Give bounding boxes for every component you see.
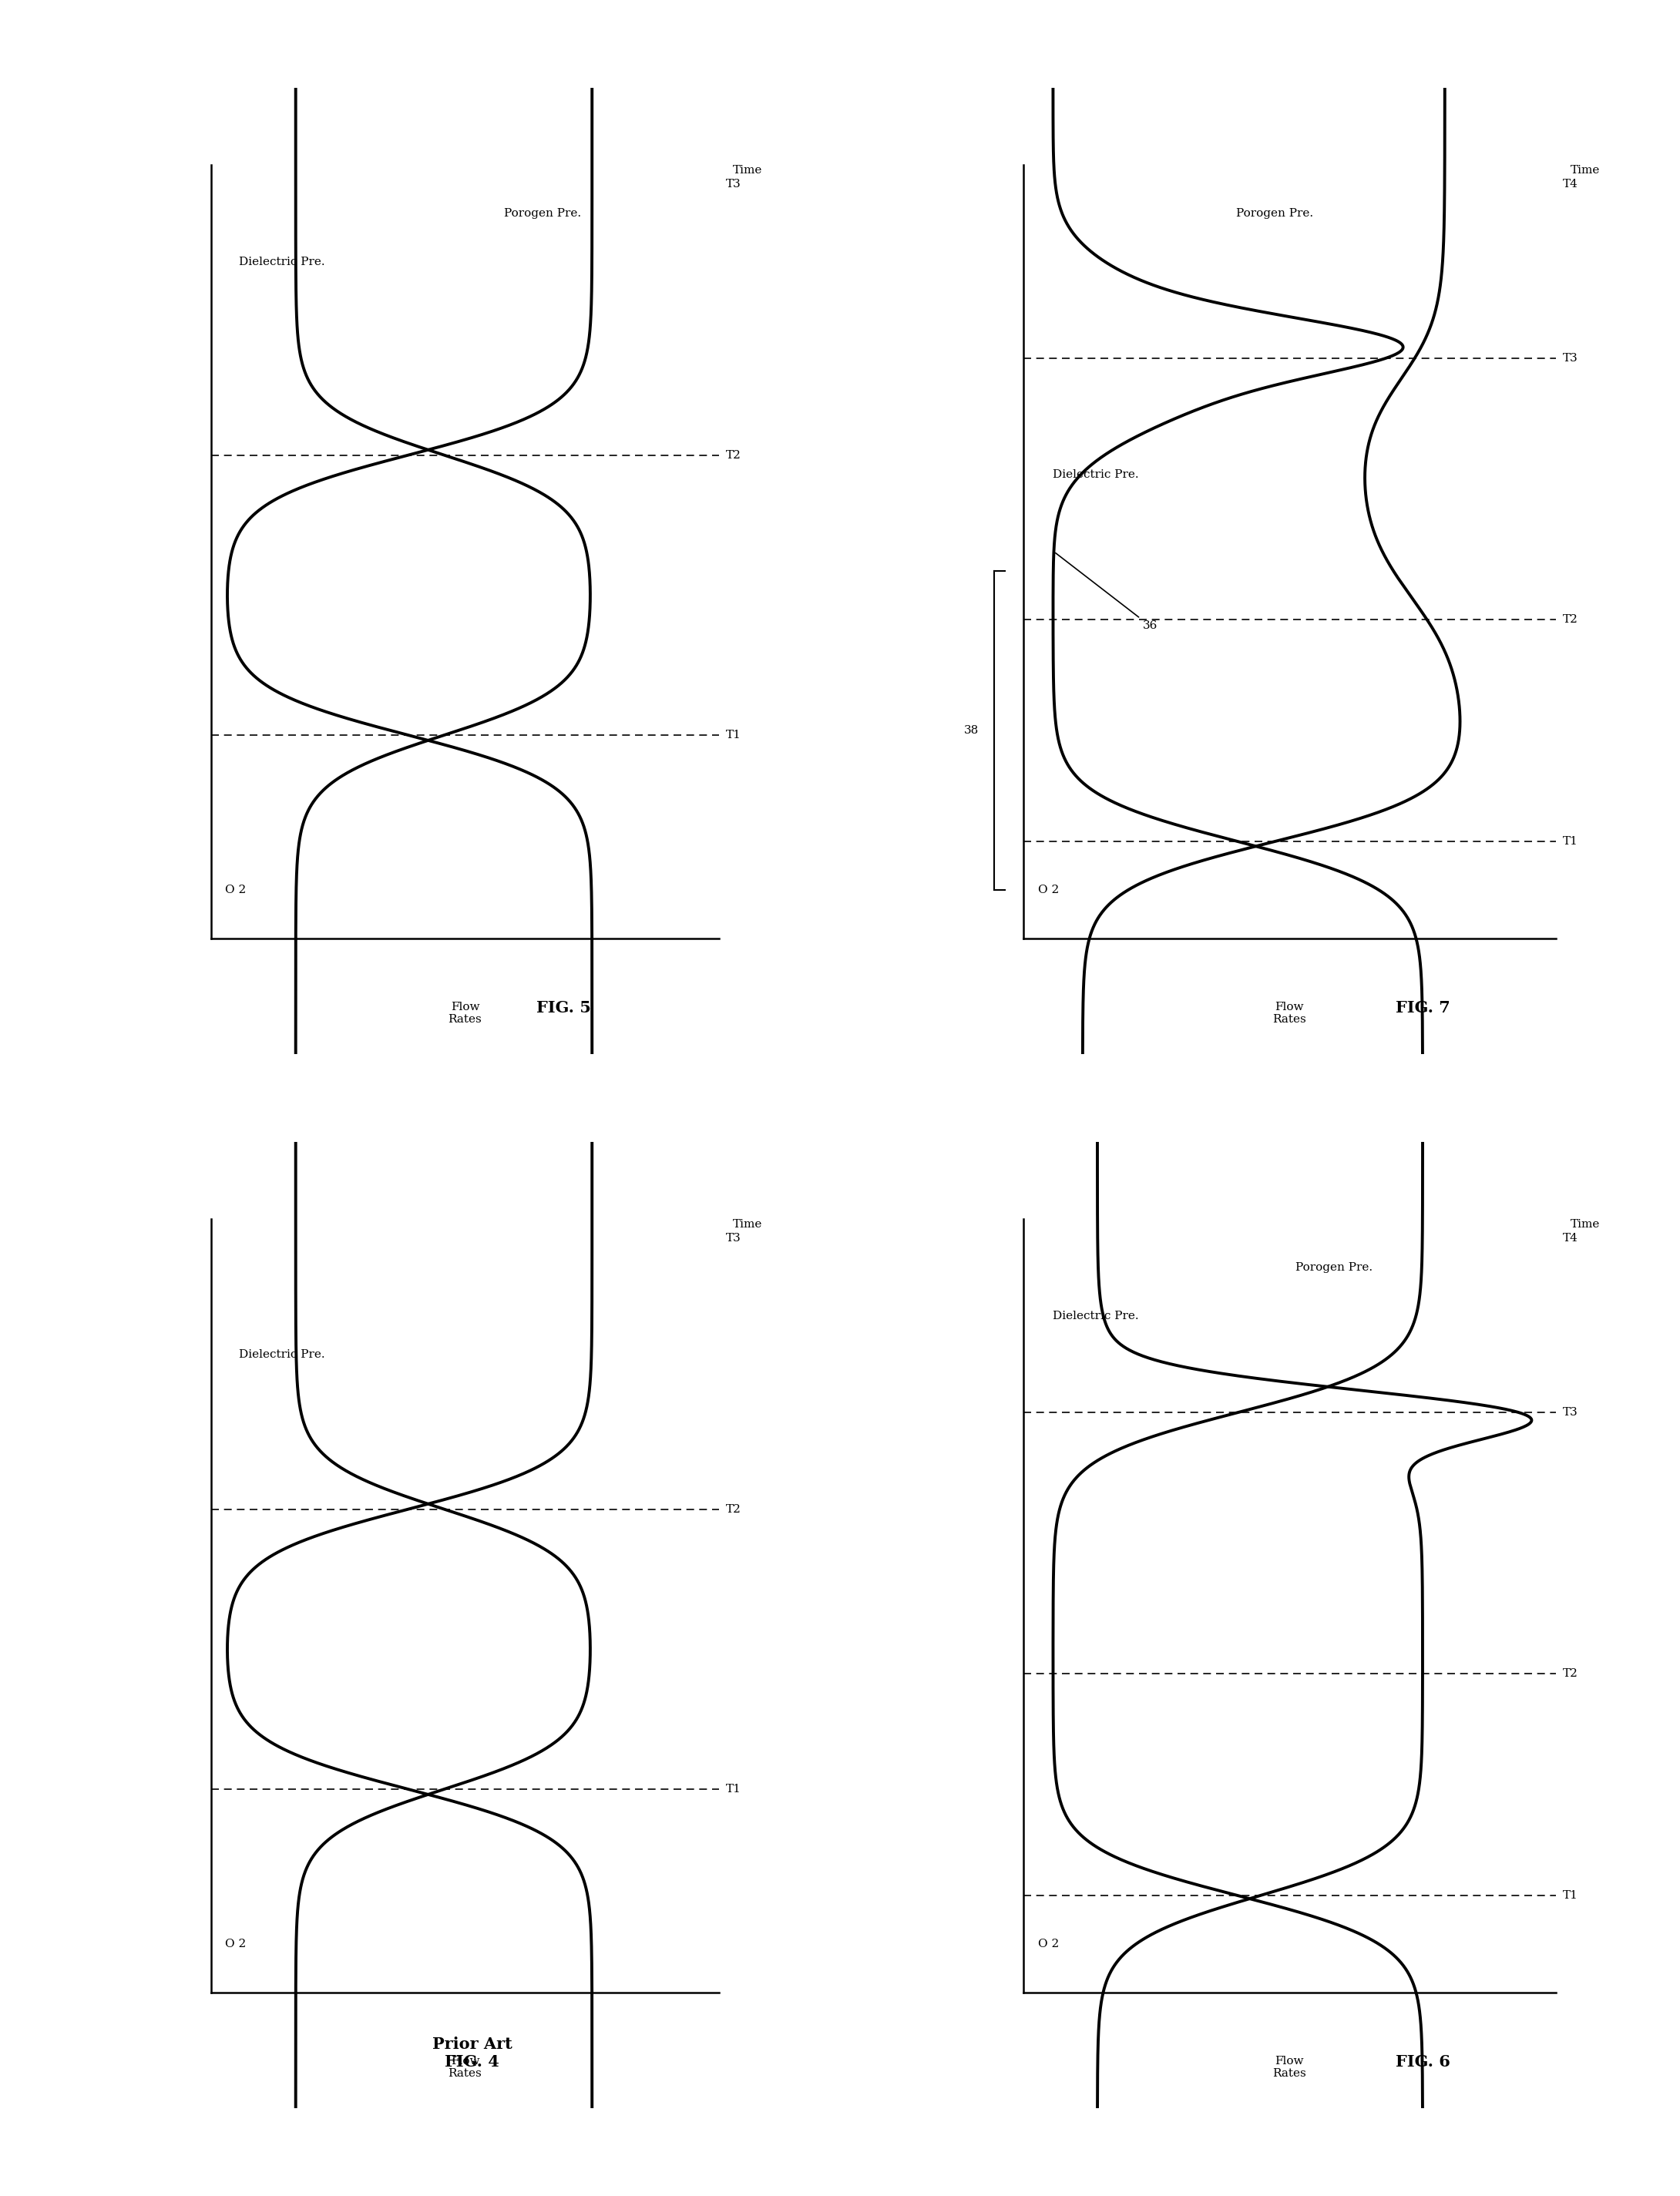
Text: T1: T1: [726, 1783, 741, 1794]
Text: 38: 38: [964, 725, 979, 736]
Text: T4: T4: [1562, 1234, 1579, 1243]
Text: Prior Art
FIG. 4: Prior Art FIG. 4: [432, 2036, 512, 2069]
Text: Dielectric Pre.: Dielectric Pre.: [239, 257, 326, 268]
Text: Time: Time: [1571, 1219, 1599, 1230]
Text: T3: T3: [1562, 1408, 1578, 1419]
Text: T1: T1: [726, 729, 741, 740]
Text: Flow
Rates: Flow Rates: [1273, 2055, 1307, 2080]
Text: Time: Time: [1571, 165, 1599, 176]
Text: O 2: O 2: [1038, 885, 1060, 896]
Text: Porogen Pre.: Porogen Pre.: [1295, 1263, 1373, 1274]
Text: Porogen Pre.: Porogen Pre.: [504, 209, 581, 220]
Text: T2: T2: [1562, 615, 1579, 624]
Text: Porogen Pre.: Porogen Pre.: [1236, 209, 1314, 220]
Text: Time: Time: [732, 1219, 763, 1230]
Text: FIG. 5: FIG. 5: [536, 999, 591, 1015]
Text: T4: T4: [1562, 180, 1579, 189]
Text: Flow
Rates: Flow Rates: [1273, 1001, 1307, 1026]
Text: O 2: O 2: [1038, 1939, 1060, 1950]
Text: FIG. 6: FIG. 6: [1396, 2053, 1450, 2069]
Text: Time: Time: [732, 165, 763, 176]
Text: T2: T2: [1562, 1669, 1579, 1678]
Text: T3: T3: [726, 180, 741, 189]
Text: T3: T3: [1562, 354, 1578, 365]
Text: Flow
Rates: Flow Rates: [449, 1001, 482, 1026]
Text: Flow
Rates: Flow Rates: [449, 2055, 482, 2080]
Text: Dielectric Pre.: Dielectric Pre.: [1053, 1311, 1139, 1322]
Text: FIG. 7: FIG. 7: [1396, 999, 1450, 1015]
Text: 36: 36: [1055, 553, 1158, 630]
Text: T1: T1: [1562, 1891, 1579, 1902]
Text: Dielectric Pre.: Dielectric Pre.: [239, 1348, 326, 1359]
Text: T2: T2: [726, 450, 741, 461]
Text: O 2: O 2: [225, 885, 247, 896]
Text: Dielectric Pre.: Dielectric Pre.: [1053, 470, 1139, 479]
Text: O 2: O 2: [225, 1939, 247, 1950]
Text: T1: T1: [1562, 837, 1579, 848]
Text: T3: T3: [726, 1234, 741, 1243]
Text: T2: T2: [726, 1504, 741, 1515]
